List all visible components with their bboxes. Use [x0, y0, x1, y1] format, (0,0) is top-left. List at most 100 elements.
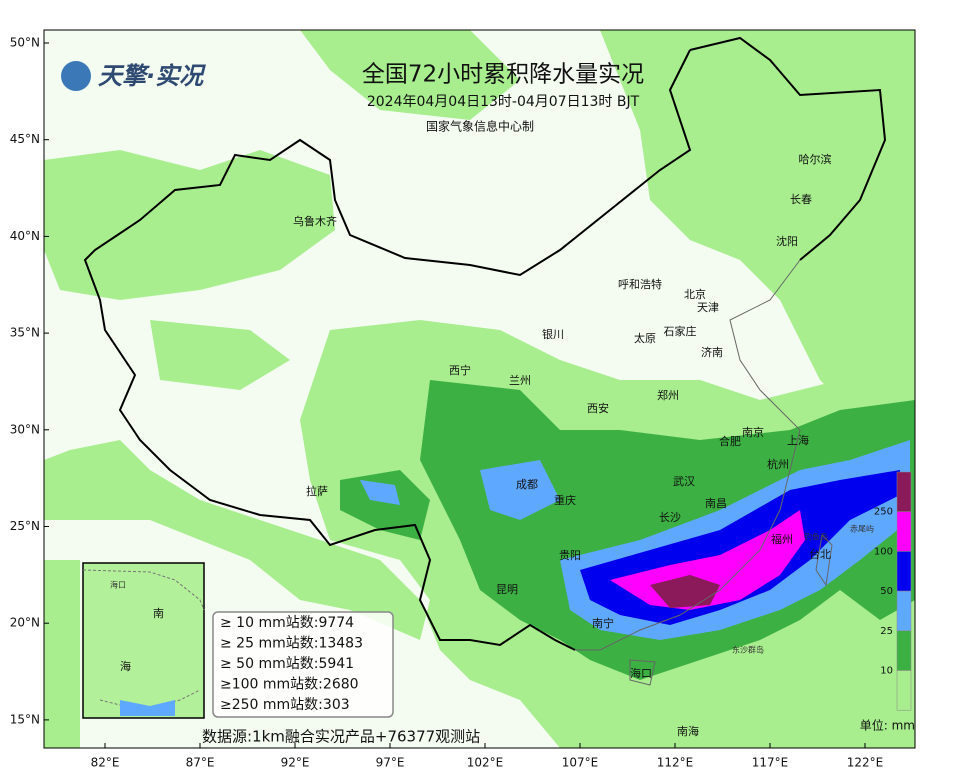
stats-count: 303 [323, 697, 350, 713]
logo-icon [61, 61, 91, 91]
legend-label: 50 [880, 586, 893, 597]
city-label: 哈尔滨 [799, 152, 832, 166]
city-label: 兰州 [509, 374, 531, 387]
city-label: 西宁 [449, 363, 471, 377]
legend-label: 25 [880, 626, 893, 637]
longitude-label: 92°E [281, 756, 310, 770]
logo-text: 天擎·实况 [98, 62, 206, 90]
city-label: 台北 [809, 547, 831, 561]
stats-label: ≥250 mm站数: [220, 697, 323, 713]
island-label: 钓鱼岛 [804, 532, 828, 542]
stats-count: 13483 [318, 636, 363, 652]
map-frame [43, 29, 916, 749]
source: 数据源:1km融合实况产品+76377观测站 [202, 728, 480, 746]
latitude-label: 45°N [10, 132, 40, 146]
legend-unit: 单位: mm [860, 718, 915, 733]
latitude-label: 50°N [10, 36, 40, 50]
inset-label: 海 [120, 659, 131, 673]
city-label: 南京 [742, 425, 764, 439]
inset-frame [82, 562, 205, 719]
latitude-label: 20°N [10, 616, 40, 630]
stats-row: ≥ 25 mm站数:13483 [220, 636, 363, 652]
latitude-labels: 50°N 45°N 40°N 35°N 30°N 25°N 20°N 15°N [10, 36, 49, 726]
south-china-sea-inset: 南 海 海口 [82, 562, 205, 719]
longitude-label: 87°E [186, 756, 215, 770]
stats-count: 2680 [323, 677, 359, 693]
legend-swatch [896, 590, 912, 632]
city-label: 成都 [516, 478, 538, 491]
city-label: 南宁 [592, 616, 614, 630]
longitude-label: 112°E [657, 756, 694, 770]
city-label: 石家庄 [664, 324, 697, 338]
city-label: 海口 [630, 666, 652, 680]
legend: 250 100 50 25 10 [874, 471, 912, 711]
latitude-label: 25°N [10, 519, 40, 533]
rain-250-plus [650, 575, 720, 608]
legend-swatch [896, 670, 912, 711]
national-border [83, 36, 887, 651]
longitude-label: 102°E [467, 756, 504, 770]
city-label: 福州 [771, 532, 793, 546]
city-label: 昆明 [496, 583, 518, 596]
legend-swatch [896, 471, 912, 512]
city-label: 长沙 [659, 511, 681, 524]
city-label: 合肥 [719, 434, 741, 448]
longitude-label: 107°E [562, 756, 599, 770]
longitude-labels: 82°E 87°E 92°E 97°E 102°E 107°E 112°E 117°E 122°… [91, 743, 884, 770]
stats-row: ≥ 10 mm站数:9774 [220, 615, 354, 631]
stats-row: ≥100 mm站数:2680 [220, 677, 359, 693]
inset-label: 海口 [110, 580, 126, 590]
city-label: 南昌 [705, 497, 727, 510]
city-label: 贵阳 [559, 549, 581, 562]
city-label: 乌鲁木齐 [293, 214, 337, 228]
stats-label: ≥ 25 mm站数: [220, 636, 318, 652]
legend-swatch [896, 551, 912, 592]
subtitle: 2024年04月04日13时-04月07日13时 BJT [367, 94, 640, 110]
stats-box [212, 611, 394, 718]
city-label: 银川 [542, 327, 564, 341]
stats-count: 5941 [318, 656, 354, 672]
longitude-label: 97°E [376, 756, 405, 770]
inset-rain [120, 700, 175, 716]
latitude-label: 40°N [10, 229, 40, 243]
stats-label: ≥ 10 mm站数: [220, 615, 318, 631]
logo: 天擎·实况 [61, 61, 206, 91]
island-label: 赤尾屿 [850, 525, 874, 534]
stats-row: ≥250 mm站数:303 [220, 697, 350, 713]
longitude-label: 117°E [752, 756, 789, 770]
city-label: 呼和浩特 [618, 277, 662, 291]
legend-swatch [896, 511, 912, 552]
longitude-label: 122°E [847, 756, 884, 770]
city-label: 杭州 [767, 457, 789, 471]
legend-label: 100 [874, 546, 893, 557]
island-label: 东沙群岛 [732, 645, 764, 655]
legend-label: 10 [880, 666, 893, 677]
inset-label: 南 [153, 607, 164, 620]
latitude-label: 35°N [10, 326, 40, 340]
city-label: 拉萨 [306, 484, 328, 498]
longitude-label: 82°E [91, 756, 120, 770]
city-label: 北京 [684, 287, 706, 301]
city-label: 沈阳 [776, 234, 798, 248]
stats-table: ≥ 10 mm站数:9774≥ 25 mm站数:13483≥ 50 mm站数:5… [220, 615, 363, 713]
city-label: 天津 [697, 301, 719, 314]
city-label: 西安 [587, 401, 609, 415]
stats-label: ≥ 50 mm站数: [220, 656, 318, 672]
legend-swatch [896, 630, 912, 671]
island-label: 南海 [677, 724, 699, 738]
producer: 国家气象信息中心制 [426, 119, 534, 134]
city-label: 上海 [787, 433, 809, 447]
hainan-outline [629, 659, 656, 686]
stats-row: ≥ 50 mm站数:5941 [220, 656, 354, 672]
taiwan-outline [815, 533, 833, 587]
latitude-label: 15°N [10, 712, 40, 726]
city-label: 郑州 [657, 388, 679, 402]
title: 全国72小时累积降水量实况 [362, 62, 644, 88]
city-label: 重庆 [554, 493, 576, 507]
city-label: 武汉 [673, 475, 695, 488]
legend-label: 250 [874, 507, 893, 518]
